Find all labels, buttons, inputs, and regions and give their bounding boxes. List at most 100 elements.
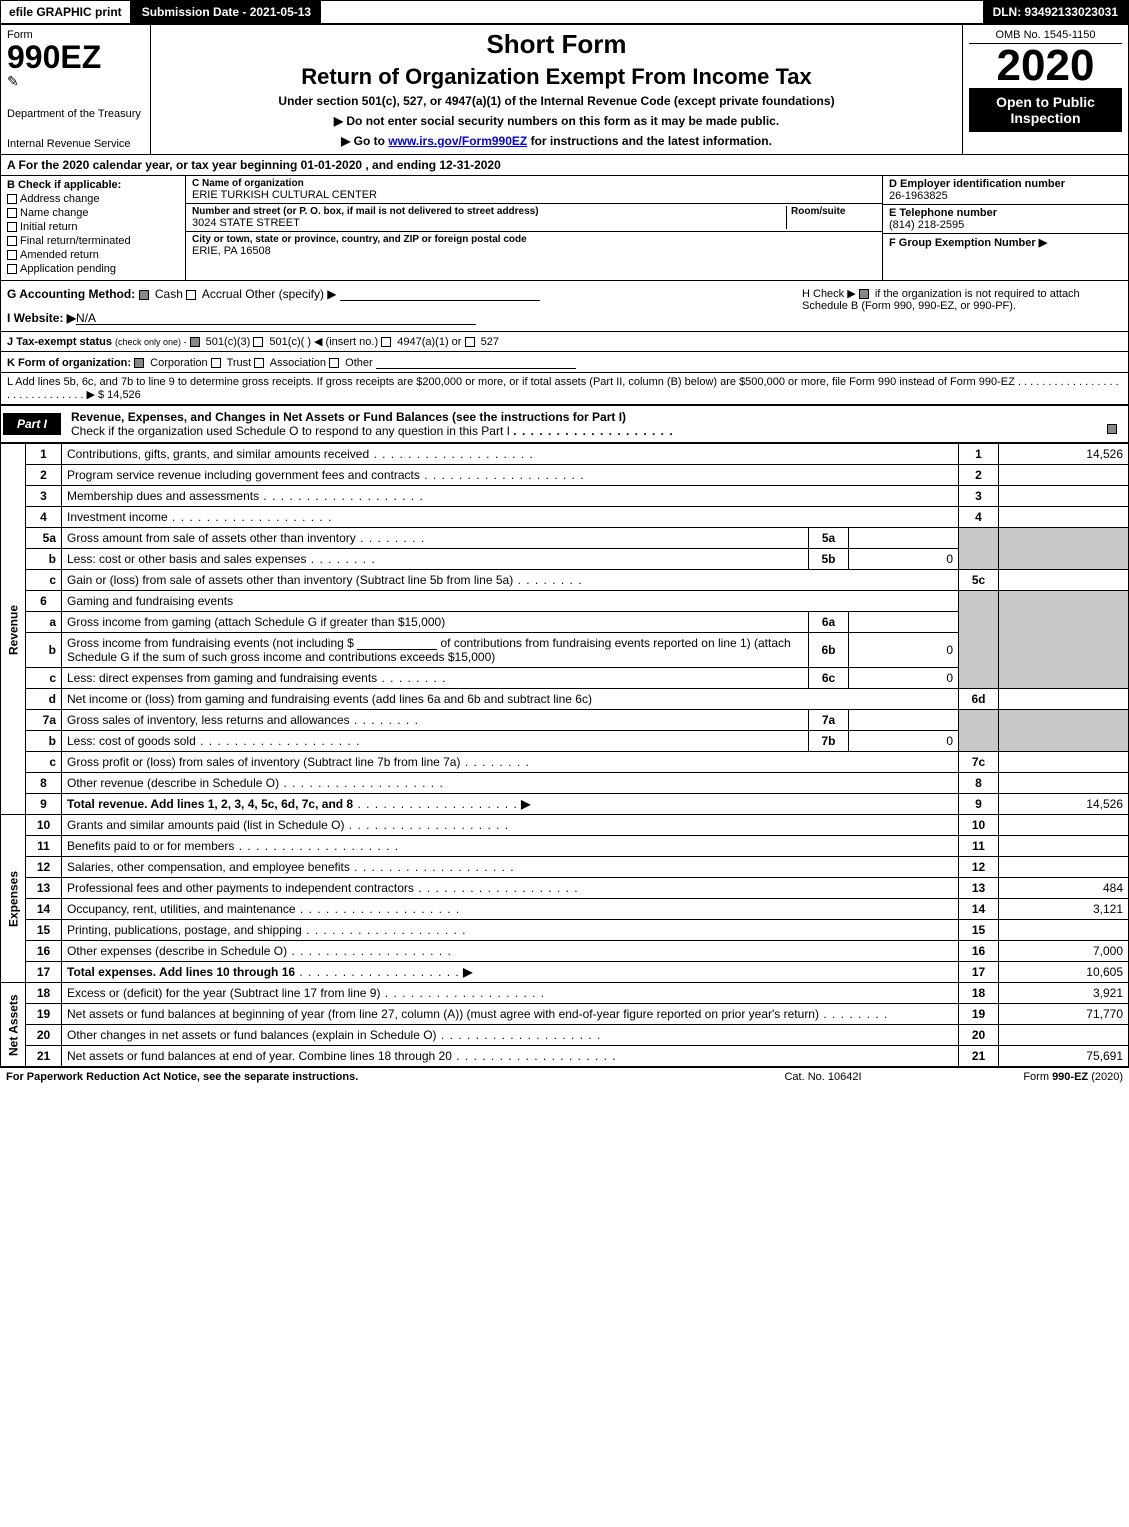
line-6c-num: c — [26, 668, 62, 689]
line-5a-num: 5a — [26, 528, 62, 549]
final-return-checkbox[interactable] — [7, 236, 17, 246]
line-9-amt: 14,526 — [999, 794, 1129, 815]
line-20-desc: Other changes in net assets or fund bala… — [67, 1028, 601, 1042]
line-15-amt — [999, 920, 1129, 941]
part-1-subtitle: Check if the organization used Schedule … — [71, 424, 510, 438]
dots — [353, 797, 518, 811]
corporation-checkbox[interactable] — [134, 358, 144, 368]
line-8-col: 8 — [959, 773, 999, 794]
line-20-num: 20 — [26, 1025, 62, 1046]
line-1-col: 1 — [959, 444, 999, 465]
column-c: C Name of organization ERIE TURKISH CULT… — [186, 176, 883, 280]
line-4-num: 4 — [26, 507, 62, 528]
501c3-label: 501(c)(3) — [206, 336, 251, 348]
form-number: 990EZ — [7, 41, 144, 73]
net-assets-side-label: Net Assets — [1, 983, 26, 1067]
4947a1-checkbox[interactable] — [381, 337, 391, 347]
501c3-checkbox[interactable] — [190, 337, 200, 347]
note2-pre: ▶ Go to — [341, 134, 388, 148]
corporation-label: Corporation — [150, 357, 207, 369]
org-name-label: C Name of organization — [192, 178, 876, 189]
line-2-col: 2 — [959, 465, 999, 486]
association-checkbox[interactable] — [254, 358, 264, 368]
street-address: 3024 STATE STREET — [192, 217, 786, 229]
line-6a-num: a — [26, 612, 62, 633]
line-13-desc: Professional fees and other payments to … — [67, 881, 579, 895]
shaded-6 — [959, 591, 999, 689]
line-l-text: L Add lines 5b, 6c, and 7b to line 9 to … — [7, 376, 1119, 401]
telephone-label: E Telephone number — [889, 207, 1122, 219]
tax-year-range: A For the 2020 calendar year, or tax yea… — [1, 155, 507, 175]
irs-link[interactable]: www.irs.gov/Form990EZ — [388, 134, 527, 148]
line-6b-amount-field[interactable] — [357, 636, 437, 650]
527-checkbox[interactable] — [465, 337, 475, 347]
line-4-amt — [999, 507, 1129, 528]
line-6d-col: 6d — [959, 689, 999, 710]
line-17-num: 17 — [26, 962, 62, 983]
dln-label: DLN: 93492133023031 — [983, 1, 1128, 23]
part-1-table: Revenue 1 Contributions, gifts, grants, … — [0, 443, 1129, 1067]
form-version: Form 990-EZ (2020) — [923, 1071, 1123, 1083]
trust-checkbox[interactable] — [211, 358, 221, 368]
other-org-field[interactable] — [376, 355, 576, 369]
line-7c-amt — [999, 752, 1129, 773]
schedule-o-checkbox[interactable] — [1107, 424, 1117, 434]
line-7b-num: b — [26, 731, 62, 752]
line-6b-sublabel: 6b — [809, 633, 849, 668]
line-16-desc: Other expenses (describe in Schedule O) — [67, 944, 452, 958]
line-6a-desc: Gross income from gaming (attach Schedul… — [62, 612, 809, 633]
line-12-num: 12 — [26, 857, 62, 878]
line-4-col: 4 — [959, 507, 999, 528]
city-state-zip: ERIE, PA 16508 — [192, 245, 876, 257]
line-19-desc: Net assets or fund balances at beginning… — [67, 1007, 888, 1021]
other-org-checkbox[interactable] — [329, 358, 339, 368]
amended-return-checkbox[interactable] — [7, 250, 17, 260]
org-name: ERIE TURKISH CULTURAL CENTER — [192, 189, 876, 201]
efile-print-button[interactable]: efile GRAPHIC print — [1, 1, 132, 23]
line-6c-subval: 0 — [849, 668, 959, 689]
other-specify-field[interactable] — [340, 287, 540, 301]
line-6c-desc: Less: direct expenses from gaming and fu… — [67, 671, 447, 685]
501c-checkbox[interactable] — [253, 337, 263, 347]
website-field[interactable]: N/A — [76, 311, 476, 325]
submission-date-button[interactable]: Submission Date - 2021-05-13 — [132, 1, 321, 23]
page-footer: For Paperwork Reduction Act Notice, see … — [0, 1067, 1129, 1086]
line-1-amt: 14,526 — [999, 444, 1129, 465]
accounting-method-label: G Accounting Method: — [7, 287, 135, 301]
shaded-6-amt — [999, 591, 1129, 689]
line-7b-subval: 0 — [849, 731, 959, 752]
association-label: Association — [270, 357, 326, 369]
line-21-amt: 75,691 — [999, 1046, 1129, 1067]
application-pending-label: Application pending — [20, 263, 116, 275]
line-6a-subval — [849, 612, 959, 633]
entity-block: B Check if applicable: Address change Na… — [0, 176, 1129, 281]
line-6d-desc: Net income or (loss) from gaming and fun… — [62, 689, 959, 710]
line-5a-sublabel: 5a — [809, 528, 849, 549]
short-form-title: Short Form — [161, 29, 952, 60]
line-5b-sublabel: 5b — [809, 549, 849, 570]
line-5c-amt — [999, 570, 1129, 591]
cash-checkbox[interactable] — [139, 290, 149, 300]
name-change-checkbox[interactable] — [7, 208, 17, 218]
line-7b-sublabel: 7b — [809, 731, 849, 752]
application-pending-checkbox[interactable] — [7, 264, 17, 274]
shaded-5ab — [959, 528, 999, 570]
line-15-desc: Printing, publications, postage, and shi… — [67, 923, 467, 937]
accrual-checkbox[interactable] — [186, 290, 196, 300]
line-2-desc: Program service revenue including govern… — [67, 468, 585, 482]
col-b-header: B Check if applicable: — [7, 179, 179, 191]
line-8-num: 8 — [26, 773, 62, 794]
address-change-checkbox[interactable] — [7, 194, 17, 204]
schedule-b-checkbox[interactable] — [859, 289, 869, 299]
part-1-title: Revenue, Expenses, and Changes in Net As… — [63, 406, 1128, 442]
note2-post: for instructions and the latest informat… — [527, 134, 772, 148]
line-14-col: 14 — [959, 899, 999, 920]
revenue-side-label: Revenue — [1, 444, 26, 815]
line-12-col: 12 — [959, 857, 999, 878]
line-12-amt — [999, 857, 1129, 878]
initial-return-checkbox[interactable] — [7, 222, 17, 232]
goto-instructions: ▶ Go to www.irs.gov/Form990EZ for instru… — [161, 134, 952, 148]
line-17-amt: 10,605 — [999, 962, 1129, 983]
line-19-amt: 71,770 — [999, 1004, 1129, 1025]
line-5c-desc: Gain or (loss) from sale of assets other… — [67, 573, 583, 587]
